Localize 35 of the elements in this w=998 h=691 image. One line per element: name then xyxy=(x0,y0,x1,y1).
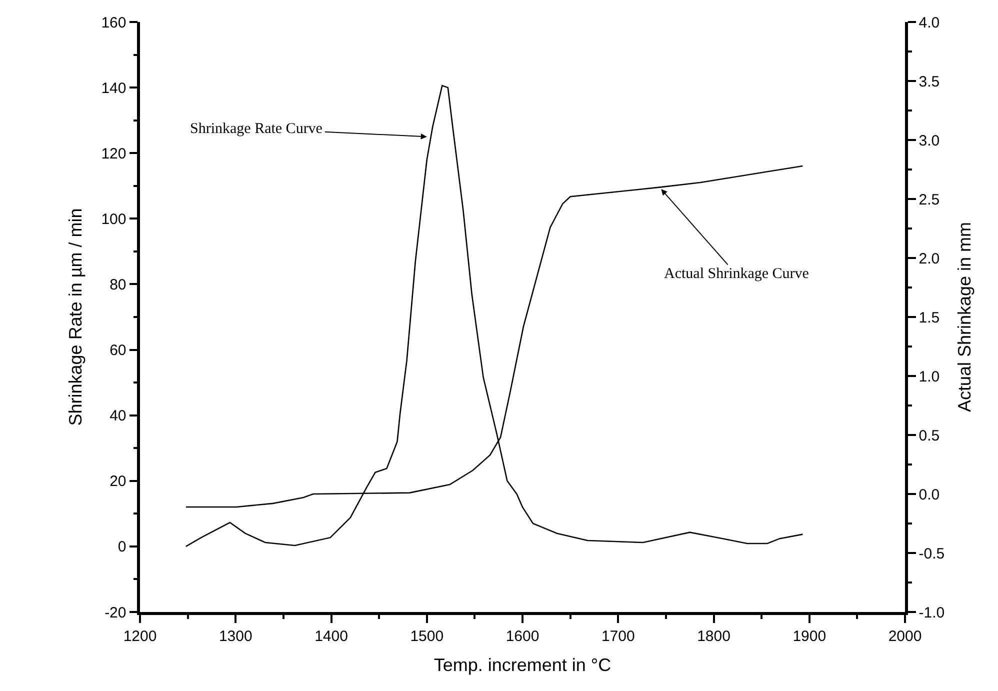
x-tick-label: 1300 xyxy=(218,628,252,645)
y-tick-label: 100 xyxy=(101,210,126,228)
x-tick-label: 1400 xyxy=(314,628,348,645)
y2-tick-label: 4.0 xyxy=(918,14,940,32)
y-axis-title: Shrinkage Rate in µm / min xyxy=(65,208,86,426)
y2-tick-label: 0.5 xyxy=(918,427,940,444)
y-tick-label: 160 xyxy=(101,14,126,32)
x-axis-title: Temp. increment in °C xyxy=(434,654,612,675)
x-tick-label: 1600 xyxy=(506,628,540,645)
x-tick-label: 2000 xyxy=(888,628,922,645)
y-tick-label: 80 xyxy=(110,276,126,294)
x-tick-label: 1800 xyxy=(697,628,730,645)
y2-tick-label: 0.0 xyxy=(918,486,940,504)
y-tick-label: 60 xyxy=(110,342,126,360)
y-tick-label: 20 xyxy=(110,473,126,490)
y2-tick-label: 1.5 xyxy=(918,309,940,326)
y-tick-label: 140 xyxy=(101,80,126,97)
annotation: Actual Shrinkage Curve xyxy=(664,266,810,282)
y-tick-label: 0 xyxy=(118,538,126,556)
y2-tick-label: 3.0 xyxy=(918,132,940,150)
x-tick-label: 1900 xyxy=(792,628,826,645)
y2-axis-title: Actual Shrinkage in mm xyxy=(954,222,975,412)
annotation: Shrinkage Rate Curve xyxy=(190,121,323,137)
y2-tick-label: 3.5 xyxy=(918,73,940,90)
y-tick-label: 120 xyxy=(101,145,126,162)
y-tick-label: 40 xyxy=(110,408,126,425)
y-tick-label: -20 xyxy=(104,604,126,622)
x-tick-label: 1500 xyxy=(410,628,444,645)
y2-tick-label: 1.0 xyxy=(918,368,940,386)
x-tick-label: 1200 xyxy=(123,628,157,645)
y2-tick-label: -1.0 xyxy=(918,604,945,622)
y2-tick-label: 2.5 xyxy=(918,191,940,208)
x-tick-label: 1700 xyxy=(601,628,635,645)
y2-tick-label: 2.0 xyxy=(918,250,940,268)
y2-tick-label: -0.5 xyxy=(918,545,945,562)
